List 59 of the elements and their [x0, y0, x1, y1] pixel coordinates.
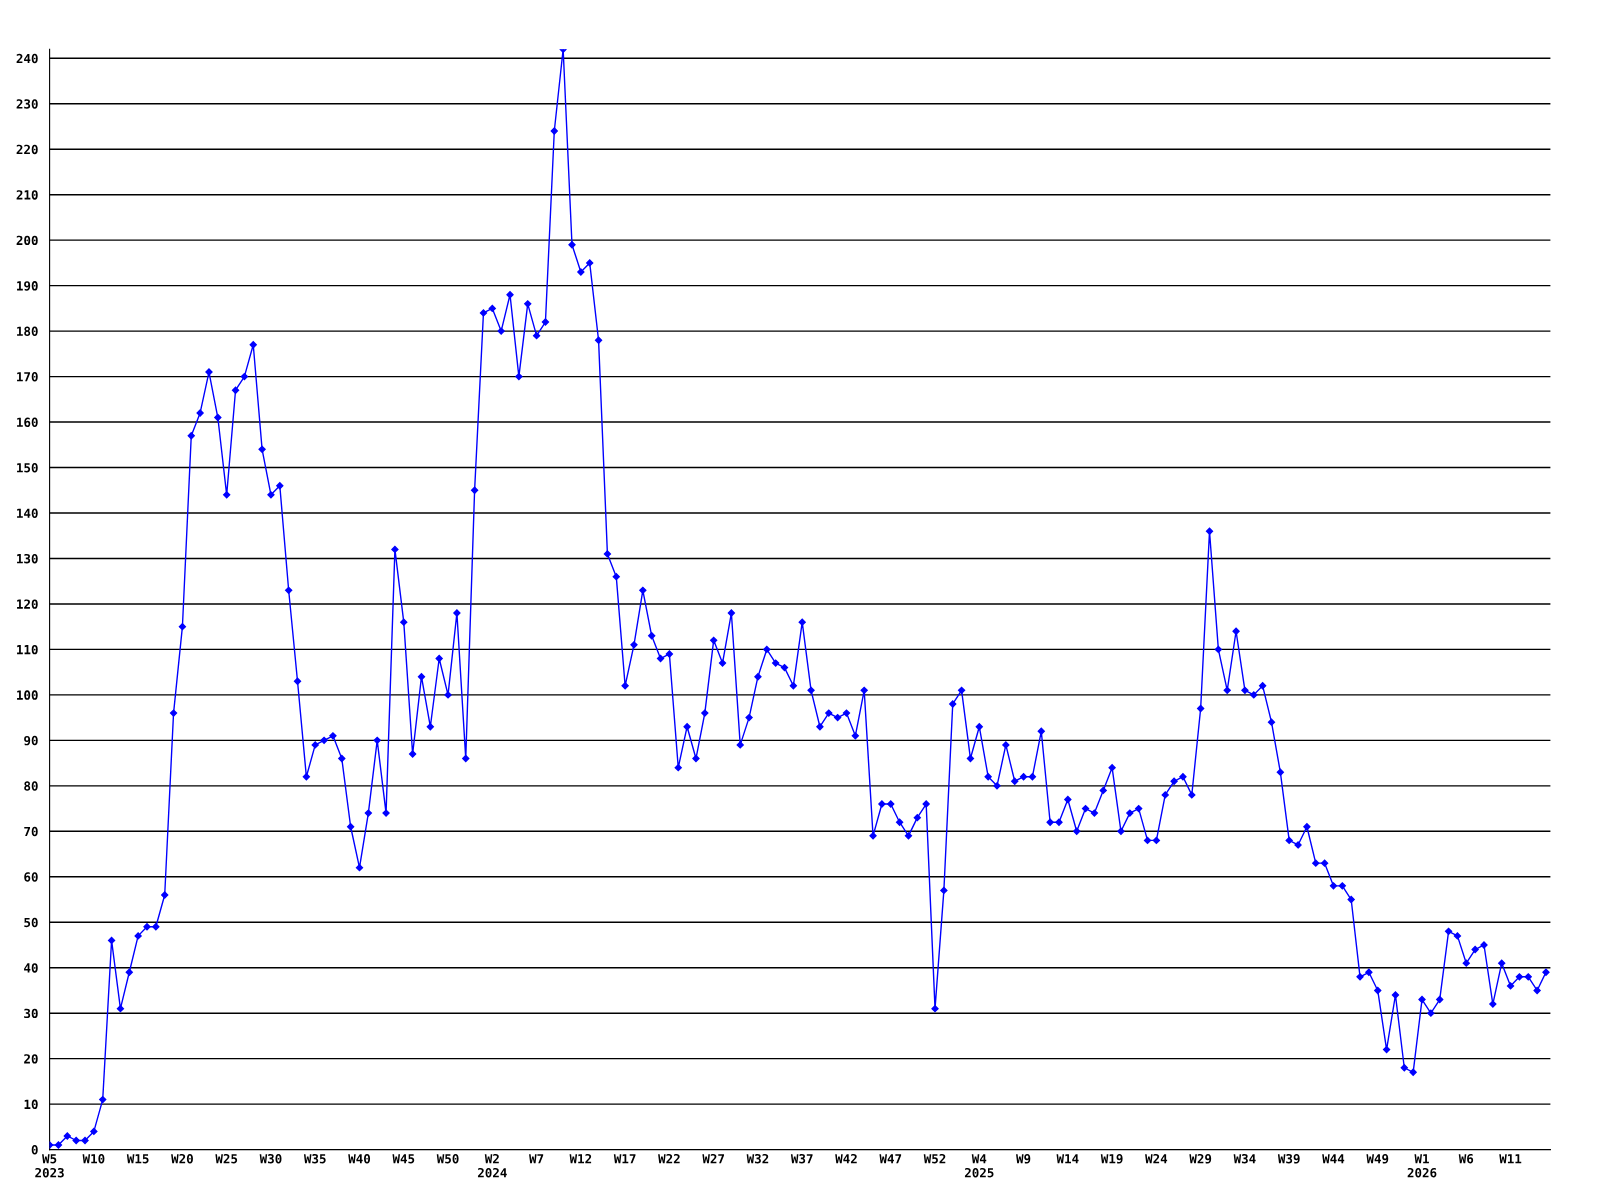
x-tick-label: W14: [1056, 1154, 1079, 1164]
y-tick-label: 20: [24, 1054, 38, 1064]
x-tick-label: W24: [1145, 1153, 1168, 1164]
x-tick-label: W22: [658, 1153, 680, 1164]
y-tick-label: 110: [17, 644, 38, 655]
x-tick-label: W47: [879, 1154, 902, 1164]
y-tick-label: 100: [17, 690, 38, 700]
x-tick-label: W49: [1366, 1154, 1389, 1164]
x-tick-label: W34: [1233, 1153, 1256, 1164]
x-tick-label: W44: [1322, 1154, 1345, 1164]
y-tick-label: 180: [17, 326, 38, 337]
y-tick-label: 60: [24, 872, 38, 882]
x-tick-label: W15: [126, 1154, 149, 1164]
x-tick-label: W2 2024: [477, 1153, 507, 1178]
y-tick-label: 120: [17, 599, 38, 609]
y-tick-label: 10: [24, 1099, 38, 1110]
x-tick-label: W11: [1499, 1154, 1522, 1164]
x-tick-label: W37: [790, 1153, 813, 1164]
x-tick-label: W32: [746, 1153, 769, 1164]
y-tick-label: 230: [16, 99, 38, 109]
y-tick-label: 160: [17, 417, 38, 427]
y-tick-label: 190: [17, 281, 38, 291]
y-tick-label: 130: [17, 553, 38, 564]
y-tick-label: 50: [24, 917, 38, 928]
x-tick-label: W6: [1458, 1154, 1474, 1164]
x-tick-label: W35: [303, 1153, 326, 1164]
y-tick-label: 140: [17, 508, 38, 518]
y-tick-label: 240: [16, 53, 38, 64]
x-tick-label: W27: [702, 1153, 725, 1164]
y-tick-label: 170: [17, 372, 38, 382]
x-tick-label: W52: [923, 1153, 946, 1164]
x-tick-label: W9: [1016, 1154, 1031, 1164]
x-tick-label: W1 2026: [1407, 1154, 1437, 1178]
y-tick-label: 90: [24, 735, 38, 746]
x-tick-label: W25: [215, 1153, 238, 1164]
y-tick-label: 0: [31, 1145, 38, 1155]
x-tick-label: W10: [82, 1153, 105, 1164]
x-tick-label: W4 2025: [964, 1154, 994, 1178]
x-tick-label: W20: [171, 1153, 193, 1164]
y-tick-label: 30: [24, 1008, 38, 1019]
y-tick-label: 200: [16, 235, 38, 246]
x-tick-label: W12: [569, 1153, 592, 1164]
x-tick-label: W7: [529, 1154, 544, 1164]
x-tick-label: W42: [835, 1153, 857, 1164]
y-tick-label: 40: [24, 963, 38, 973]
y-tick-label: 210: [16, 190, 38, 200]
x-tick-label: W50: [436, 1153, 459, 1164]
x-tick-label: W29: [1189, 1153, 1212, 1164]
x-tick-label: W40: [348, 1153, 371, 1164]
x-tick-label: W5 2023: [35, 1154, 64, 1178]
y-tick-label: 220: [16, 144, 38, 155]
x-tick-label: W19: [1100, 1154, 1123, 1164]
y-tick-label: 70: [24, 826, 38, 837]
y-tick-label: 150: [17, 463, 38, 473]
x-tick-label: W17: [613, 1154, 636, 1164]
x-tick-label: W45: [392, 1154, 415, 1164]
x-tick-label: W30: [259, 1153, 282, 1164]
x-tick-label: W39: [1277, 1153, 1300, 1164]
y-tick-label: 80: [24, 781, 38, 791]
